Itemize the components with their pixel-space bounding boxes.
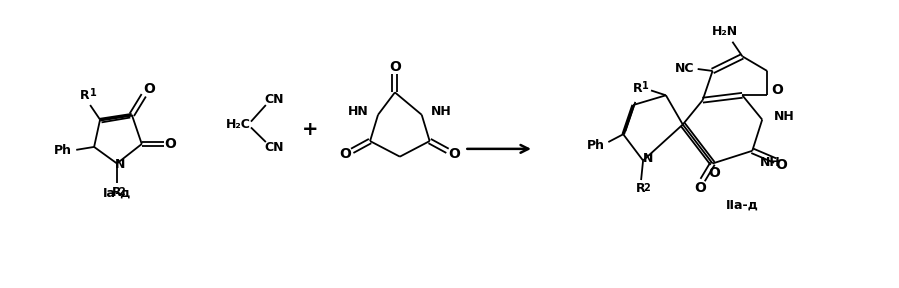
Text: 1: 1 xyxy=(90,88,96,98)
Text: R: R xyxy=(633,82,643,95)
Text: R: R xyxy=(80,89,90,102)
Text: O: O xyxy=(339,147,352,161)
Text: O: O xyxy=(389,60,401,74)
Text: +: + xyxy=(302,120,319,139)
Text: Ia-д: Ia-д xyxy=(102,186,131,199)
Text: CN: CN xyxy=(264,141,283,154)
Text: Ph: Ph xyxy=(54,144,72,157)
Text: 1: 1 xyxy=(642,82,648,91)
Text: O: O xyxy=(771,84,783,97)
Text: O: O xyxy=(695,181,707,195)
Text: 2: 2 xyxy=(119,187,125,197)
Text: 2: 2 xyxy=(644,183,650,193)
Text: HN: HN xyxy=(348,105,369,118)
Text: O: O xyxy=(449,147,460,161)
Text: NC: NC xyxy=(675,62,695,75)
Text: H₂N: H₂N xyxy=(711,26,737,39)
Text: H₂C: H₂C xyxy=(226,118,251,131)
Text: NH: NH xyxy=(761,156,781,169)
Text: O: O xyxy=(165,137,176,151)
Text: N: N xyxy=(115,158,125,171)
Text: R: R xyxy=(112,186,121,199)
Text: IIa-д: IIa-д xyxy=(725,199,759,212)
Text: O: O xyxy=(143,82,155,96)
Text: NH: NH xyxy=(774,110,795,123)
Text: O: O xyxy=(775,158,787,173)
Text: CN: CN xyxy=(264,93,283,106)
Text: NH: NH xyxy=(431,105,451,118)
Text: O: O xyxy=(708,166,720,180)
Text: N: N xyxy=(643,152,654,165)
Text: Ph: Ph xyxy=(586,139,604,152)
Text: R: R xyxy=(636,182,645,195)
